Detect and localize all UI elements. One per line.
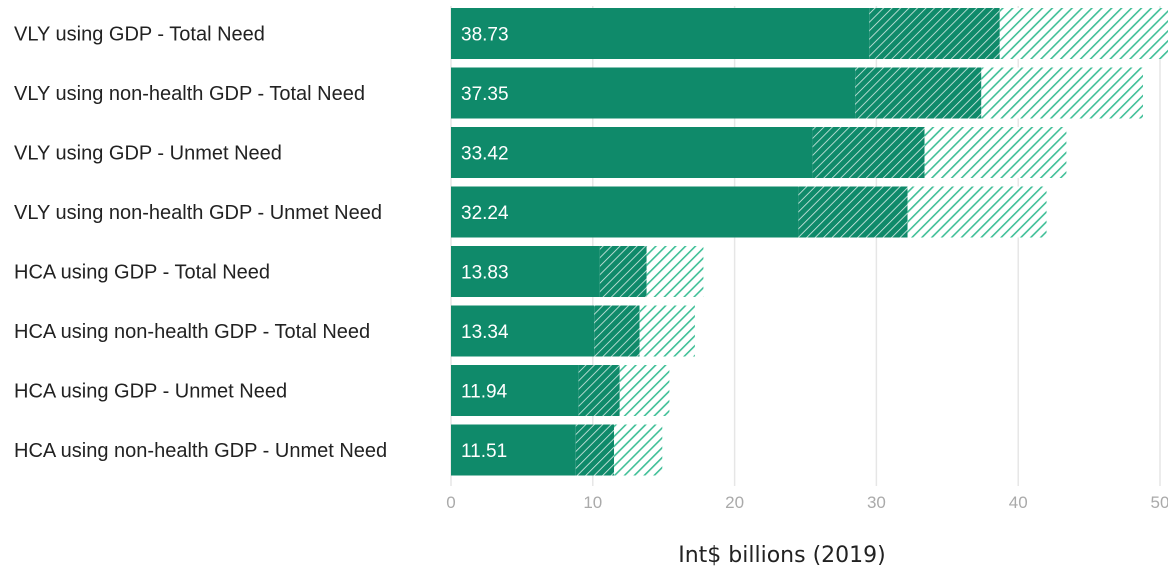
bar-segment-1: [451, 8, 870, 59]
bar-value-label: 11.51: [461, 441, 507, 462]
bar-segment-2: [798, 186, 908, 238]
bar-segment-1: [451, 186, 799, 238]
bar-segment-3: [614, 424, 663, 476]
bar-segment-2: [578, 365, 620, 416]
bar-segment-1: [451, 424, 576, 476]
category-label: VLY using GDP - Total Need: [14, 24, 265, 46]
bar-segment-2: [599, 246, 647, 297]
bar-segment-2: [575, 424, 615, 476]
bar-segment-2: [855, 67, 982, 119]
x-tick-label: 30: [867, 493, 886, 512]
bar-segment-3: [907, 186, 1047, 238]
bar-segment-3: [924, 127, 1067, 178]
bars: [451, 8, 1168, 476]
value-labels: 38.73 37.35 33.42 32.24 13.83 13.34 11.94 11.51: [461, 25, 509, 463]
bar-segment-2: [869, 8, 1000, 59]
bar-segment-3: [619, 365, 670, 416]
bar-segment-3: [646, 246, 704, 297]
category-label: HCA using GDP - Unmet Need: [14, 381, 287, 403]
bar-value-label: 11.94: [461, 382, 508, 403]
category-labels: VLY using GDP - Total Need VLY using non-…: [14, 24, 387, 463]
x-tick-label: 10: [583, 493, 602, 512]
bar-segment-1: [451, 246, 600, 297]
x-tick-label: 50: [1151, 493, 1168, 512]
bar-value-label: 38.73: [461, 25, 509, 46]
x-tick-label: 0: [446, 493, 455, 512]
bar-segment-1: [451, 67, 856, 119]
x-axis-title: Int$ billions (2019): [678, 543, 885, 568]
category-label: VLY using GDP - Unmet Need: [14, 143, 282, 165]
bar-segment-2: [594, 305, 640, 357]
x-axis-ticks: 0 10 20 30 40 50: [446, 493, 1168, 512]
bar-value-label: 13.83: [461, 263, 509, 284]
bar-value-label: 37.35: [461, 84, 509, 105]
category-label: HCA using non-health GDP - Unmet Need: [14, 440, 387, 462]
bar-segment-1: [451, 365, 579, 416]
x-tick-label: 40: [1009, 493, 1028, 512]
category-label: VLY using non-health GDP - Total Need: [14, 83, 365, 105]
bar-segment-1: [451, 127, 813, 178]
bar-segment-2: [812, 127, 925, 178]
bar-segment-3: [999, 8, 1168, 59]
category-label: VLY using non-health GDP - Unmet Need: [14, 202, 382, 224]
bar-value-label: 32.24: [461, 203, 509, 224]
x-tick-label: 20: [725, 493, 744, 512]
bar-segment-3: [639, 305, 695, 357]
bar-value-label: 13.34: [461, 322, 509, 343]
category-label: HCA using GDP - Total Need: [14, 262, 270, 284]
bar-segment-3: [981, 67, 1143, 119]
bar-value-label: 33.42: [461, 144, 509, 165]
bar-segment-1: [451, 305, 595, 357]
category-label: HCA using non-health GDP - Total Need: [14, 321, 370, 343]
